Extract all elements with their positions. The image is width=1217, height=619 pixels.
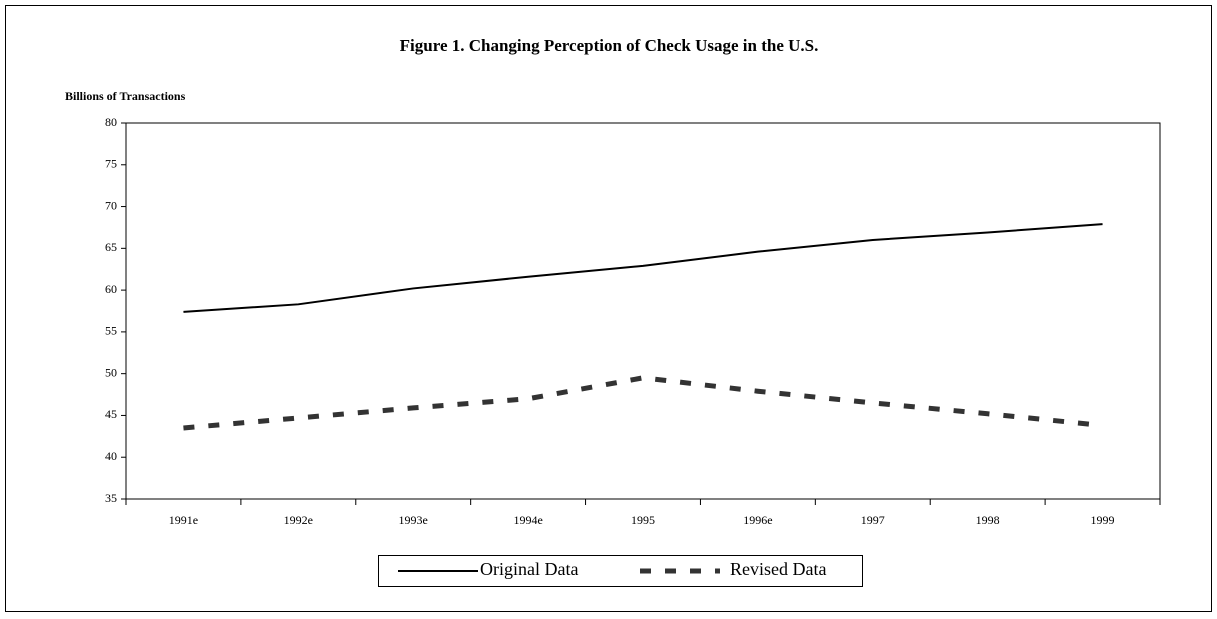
x-tick-label: 1994e — [513, 513, 542, 527]
x-tick-label: 1993e — [399, 513, 428, 527]
x-tick-label: 1999 — [1091, 513, 1115, 527]
x-tick-label: 1995 — [631, 513, 655, 527]
x-tick-label: 1997 — [861, 513, 885, 527]
y-tick-label: 75 — [105, 157, 117, 171]
y-tick-label: 50 — [105, 365, 117, 379]
series-line — [183, 375, 1103, 431]
x-tick-label: 1998 — [976, 513, 1000, 527]
x-tick-label: 1992e — [284, 513, 313, 527]
legend-label: Revised Data — [730, 559, 826, 579]
frame — [5, 5, 1212, 612]
y-tick-label: 65 — [105, 240, 117, 254]
y-tick-label: 80 — [105, 115, 117, 129]
series-line — [183, 223, 1103, 313]
y-tick-label: 40 — [105, 449, 117, 463]
y-tick-label: 55 — [105, 324, 117, 338]
legend-label: Original Data — [480, 559, 578, 579]
y-tick-label: 35 — [105, 491, 117, 505]
y-axis-label: Billions of Transactions — [65, 89, 186, 103]
y-tick-label: 70 — [105, 198, 117, 212]
y-tick-label: 60 — [105, 282, 117, 296]
y-tick-label: 45 — [105, 407, 117, 421]
x-tick-label: 1991e — [169, 513, 198, 527]
x-tick-label: 1996e — [743, 513, 772, 527]
plot-area — [125, 122, 1161, 500]
chart-title: Figure 1. Changing Perception of Check U… — [400, 36, 819, 55]
